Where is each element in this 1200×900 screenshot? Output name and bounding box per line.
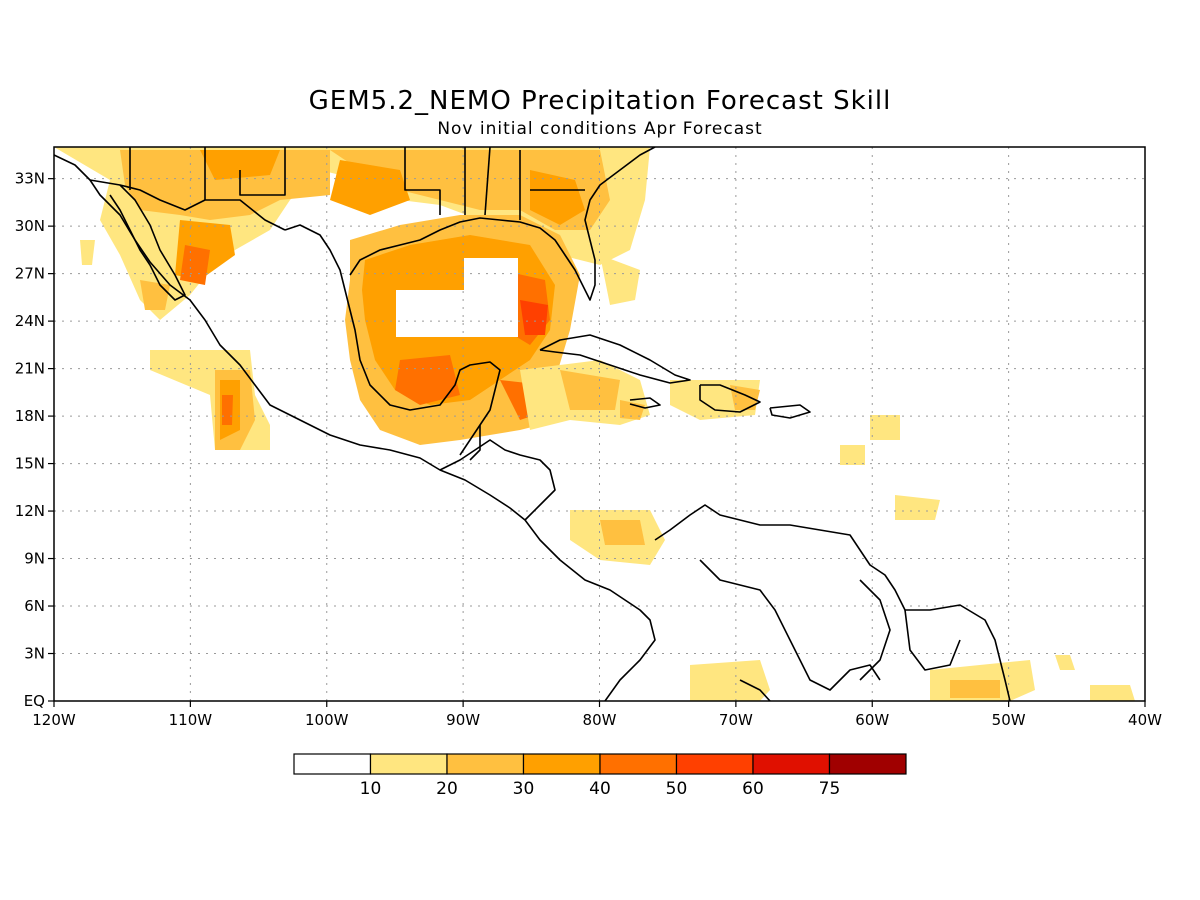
colorbar-swatch [599,753,678,775]
lat-tick-label: 15N [15,455,45,473]
lon-tick-label: 100W [305,711,349,729]
lon-tick-label: 50W [992,711,1026,729]
colorbar-swatch [675,753,754,775]
lon-tick-label: 110W [169,711,213,729]
lon-tick-label: 80W [583,711,617,729]
colorbar-swatch [752,753,831,775]
lon-tick-label: 120W [32,711,76,729]
lat-tick-label: 12N [15,502,45,520]
map-title: GEM5.2_NEMO Precipitation Forecast Skill [308,86,892,116]
lat-tick-label: 18N [15,407,45,425]
lon-tick-label: 40W [1128,711,1162,729]
lat-tick-label: 3N [24,645,45,663]
colorbar-label: 30 [513,779,535,799]
lat-tick-label: 24N [15,312,45,330]
colorbar-label: 40 [589,779,611,799]
colorbar-swatch [522,753,601,775]
lon-tick-label: 70W [719,711,753,729]
lon-tick-label: 60W [855,711,889,729]
colorbar-swatch [293,753,372,775]
map-subtitle: Nov initial conditions Apr Forecast [437,119,763,139]
colorbar-label: 75 [819,779,841,799]
longitude-axis: 120W 110W 100W 90W 80W 70W 60W 50W 40W [32,701,1162,729]
lat-tick-label: 27N [15,265,45,283]
colorbar-swatch [828,753,907,775]
lat-tick-label: 30N [15,217,45,235]
colorbar-label: 10 [360,779,382,799]
lat-lon-grid [54,147,1145,701]
coastlines [54,147,1011,701]
lat-tick-label: 33N [15,170,45,188]
lon-tick-label: 90W [446,711,480,729]
colorbar-swatch [369,753,448,775]
colorbar-label: 60 [742,779,764,799]
lat-tick-label: 6N [24,597,45,615]
colorbar-label: 50 [666,779,688,799]
colorbar: 10 20 30 40 50 60 75 [293,753,907,799]
colorbar-swatch [446,753,525,775]
colorbar-label: 20 [436,779,458,799]
lat-tick-label: EQ [24,692,45,710]
lat-tick-label: 9N [24,550,45,568]
skill-shading [54,147,1135,701]
lat-tick-label: 21N [15,360,45,378]
latitude-axis: EQ 3N 6N 9N 12N 15N 18N 21N 24N 27N 30N 33N [15,170,54,710]
